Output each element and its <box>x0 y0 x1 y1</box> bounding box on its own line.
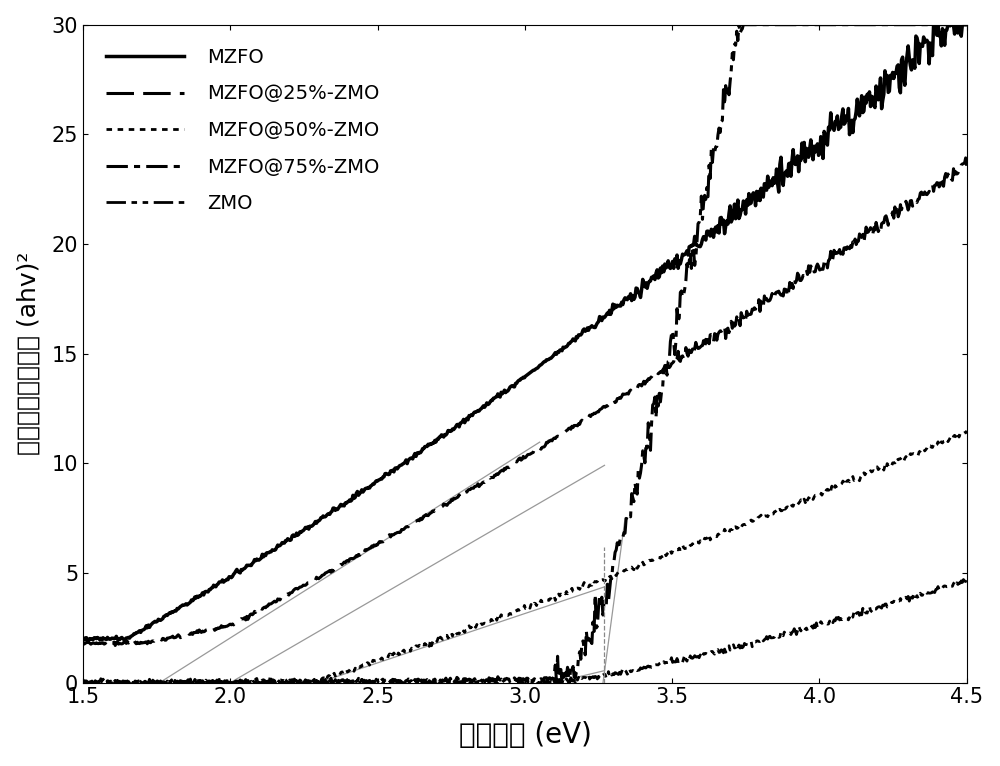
MZFO@25%-ZMO <box>132 639 144 648</box>
ZMO <box>747 639 759 648</box>
ZMO <box>838 614 850 623</box>
MZFO@25%-ZMO <box>615 394 627 403</box>
MZFO@75%-ZMO <box>839 20 851 29</box>
MZFO <box>82 637 94 646</box>
X-axis label: 禁带宽度 (eV): 禁带宽度 (eV) <box>459 722 591 749</box>
MZFO@50%-ZMO <box>614 568 626 577</box>
MZFO <box>591 319 603 328</box>
MZFO <box>839 119 851 128</box>
MZFO@25%-ZMO <box>839 243 851 252</box>
MZFO@25%-ZMO <box>109 641 121 650</box>
ZMO <box>77 678 89 687</box>
MZFO@50%-ZMO <box>747 516 759 525</box>
MZFO@75%-ZMO <box>733 20 745 29</box>
MZFO@75%-ZMO <box>131 677 143 686</box>
MZFO <box>615 302 627 311</box>
Line: MZFO@75%-ZMO: MZFO@75%-ZMO <box>83 25 967 683</box>
MZFO@75%-ZMO <box>590 624 602 633</box>
MZFO <box>132 627 144 637</box>
ZMO <box>957 575 969 584</box>
MZFO@75%-ZMO <box>614 538 626 547</box>
ZMO <box>640 663 652 673</box>
MZFO <box>748 189 760 198</box>
MZFO@75%-ZMO <box>961 20 973 29</box>
Y-axis label: 吸光度与电子光能 (ahv)²: 吸光度与电子光能 (ahv)² <box>17 252 41 455</box>
Line: MZFO@50%-ZMO: MZFO@50%-ZMO <box>83 430 967 683</box>
MZFO@25%-ZMO <box>748 303 760 313</box>
Legend: MZFO, MZFO@25%-ZMO, MZFO@50%-ZMO, MZFO@75%-ZMO, ZMO: MZFO, MZFO@25%-ZMO, MZFO@50%-ZMO, MZFO@7… <box>99 41 388 221</box>
ZMO <box>131 678 143 687</box>
MZFO@25%-ZMO <box>960 153 972 162</box>
MZFO <box>961 20 973 29</box>
Line: MZFO@25%-ZMO: MZFO@25%-ZMO <box>83 158 967 646</box>
MZFO@50%-ZMO <box>590 578 602 587</box>
MZFO <box>928 20 940 29</box>
ZMO <box>614 668 626 677</box>
Line: MZFO: MZFO <box>83 25 967 641</box>
MZFO@75%-ZMO <box>748 20 760 29</box>
Line: ZMO: ZMO <box>83 580 967 683</box>
MZFO@50%-ZMO <box>77 678 89 687</box>
MZFO@50%-ZMO <box>131 678 143 687</box>
ZMO <box>590 673 602 682</box>
MZFO@25%-ZMO <box>77 640 89 649</box>
MZFO@25%-ZMO <box>961 161 973 170</box>
MZFO <box>641 283 653 293</box>
MZFO@25%-ZMO <box>641 377 653 386</box>
MZFO <box>77 633 89 643</box>
MZFO@50%-ZMO <box>838 478 850 487</box>
MZFO@75%-ZMO <box>77 678 89 687</box>
MZFO@50%-ZMO <box>961 426 973 435</box>
MZFO@50%-ZMO <box>640 558 652 567</box>
MZFO@75%-ZMO <box>640 439 652 448</box>
MZFO@25%-ZMO <box>591 408 603 417</box>
ZMO <box>961 578 973 587</box>
